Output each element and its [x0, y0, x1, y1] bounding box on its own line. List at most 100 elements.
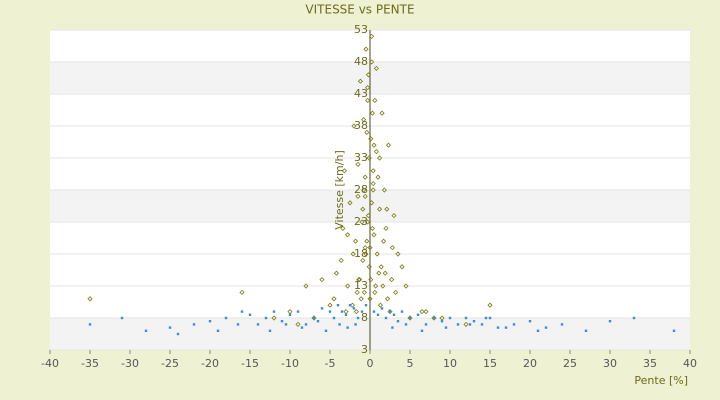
x-tick-label: 40: [683, 357, 697, 370]
y-tick-label: 13: [354, 279, 368, 292]
y-tick-label: 3: [361, 343, 368, 356]
x-tick-label: -10: [281, 357, 299, 370]
point: [361, 117, 367, 123]
point: [357, 78, 363, 84]
y-tick-label: 8: [361, 311, 368, 324]
point: [408, 316, 412, 320]
point: [431, 315, 437, 321]
point: [396, 320, 400, 323]
point: [395, 251, 401, 257]
point: [371, 142, 377, 148]
point: [224, 316, 228, 320]
point: [192, 323, 196, 326]
point: [512, 323, 516, 326]
point: [369, 59, 375, 65]
x-tick-label: -40: [41, 357, 59, 370]
x-axis-label: Pente [%]: [634, 374, 688, 387]
point: [372, 289, 378, 295]
point: [391, 213, 397, 219]
point: [376, 270, 382, 276]
point: [280, 320, 284, 323]
point: [416, 313, 420, 316]
point: [380, 283, 386, 289]
point: [350, 251, 356, 257]
point: [216, 329, 220, 332]
point: [404, 323, 408, 326]
point: [393, 289, 399, 295]
point: [236, 323, 240, 326]
point: [389, 277, 395, 283]
point: [328, 310, 332, 313]
point: [176, 332, 180, 336]
point: [239, 289, 245, 295]
point: [312, 316, 316, 320]
point: [336, 304, 340, 307]
point: [354, 289, 360, 295]
point: [357, 277, 363, 283]
x-tick-label: -30: [121, 357, 139, 370]
point: [381, 238, 387, 244]
point: [341, 168, 347, 174]
point: [389, 245, 395, 251]
point: [359, 219, 365, 225]
point: [371, 232, 377, 238]
point: [377, 155, 383, 161]
point: [370, 181, 376, 187]
point: [369, 200, 375, 206]
point: [296, 310, 300, 313]
y-tick-label: 28: [354, 183, 368, 196]
point: [240, 310, 244, 313]
point: [420, 329, 424, 332]
point: [488, 316, 492, 320]
point: [372, 97, 378, 103]
point: [331, 296, 337, 302]
point: [346, 326, 349, 329]
point: [487, 302, 493, 308]
point: [379, 110, 385, 116]
point: [367, 245, 373, 251]
x-tick-label: -5: [325, 357, 336, 370]
point: [377, 206, 383, 212]
point: [368, 277, 374, 283]
point: [332, 316, 336, 320]
point: [384, 206, 390, 212]
point: [272, 310, 276, 313]
point: [369, 33, 375, 39]
point: [340, 310, 344, 313]
point: [355, 161, 361, 167]
point: [391, 326, 394, 329]
point: [375, 174, 381, 180]
point: [288, 313, 292, 316]
point: [378, 264, 384, 270]
point: [369, 110, 375, 116]
point: [584, 329, 588, 332]
x-tick-label: -15: [241, 357, 259, 370]
point: [373, 65, 379, 71]
point: [368, 136, 374, 142]
point: [385, 296, 391, 302]
point: [88, 323, 92, 326]
chart-title: VITESSE vs PENTE: [305, 3, 414, 17]
point: [345, 283, 351, 289]
x-tick-label: -25: [161, 357, 179, 370]
point: [380, 307, 384, 310]
point: [365, 72, 371, 78]
point: [672, 329, 676, 332]
point: [448, 316, 452, 320]
point: [248, 313, 252, 316]
point: [120, 316, 124, 320]
point: [385, 142, 391, 148]
point: [353, 238, 359, 244]
point: [400, 310, 404, 313]
x-tick-label: 15: [483, 357, 497, 370]
point: [373, 283, 379, 289]
point: [387, 309, 393, 315]
y-tick-label: 18: [354, 247, 368, 260]
point: [300, 326, 304, 329]
point: [528, 320, 532, 323]
point: [472, 320, 476, 323]
point: [338, 323, 341, 326]
point: [367, 296, 373, 302]
point: [355, 193, 361, 199]
